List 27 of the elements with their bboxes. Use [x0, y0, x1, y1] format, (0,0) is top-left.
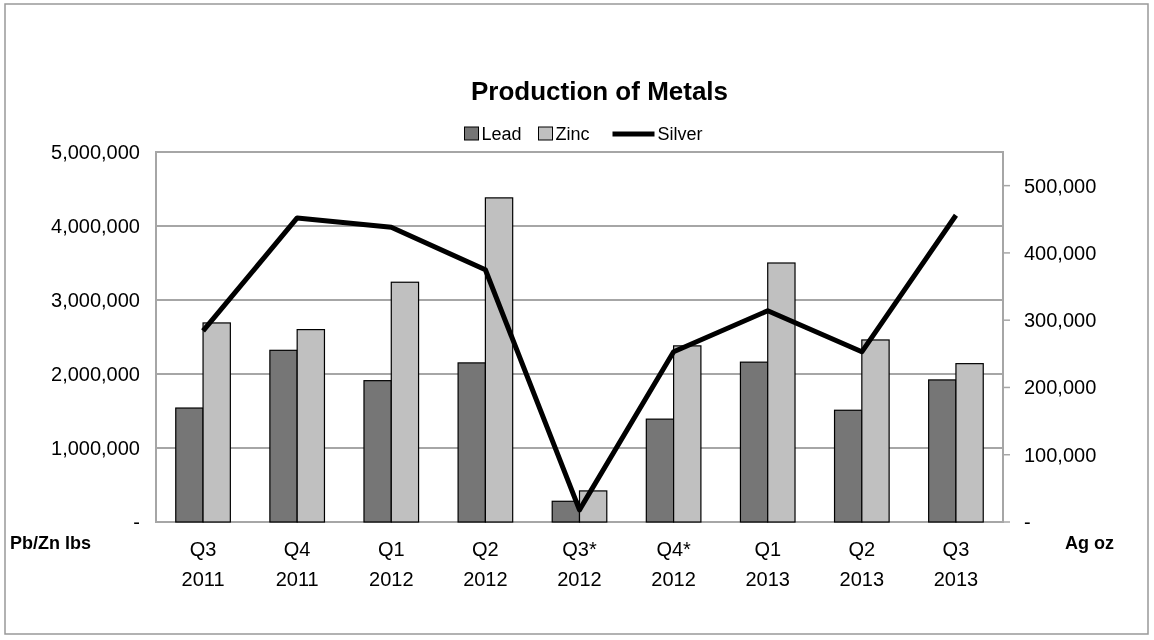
x-tick-label: Q3 2013 — [933, 538, 979, 590]
y-tick-label: - — [133, 511, 140, 533]
y2-axis-title: Ag oz — [1065, 533, 1114, 553]
x-tick-label: Q2 2013 — [839, 538, 885, 590]
x-tick-label: Q3* 2012 — [557, 538, 602, 590]
x-tick-label: Q1 2013 — [745, 538, 790, 590]
y2-tick-label: 300,000 — [1024, 309, 1097, 332]
chart-title: Production of Metals — [470, 76, 729, 106]
y2-tick-label: 100,000 — [1024, 443, 1097, 466]
y2-tick-label: 200,000 — [1024, 376, 1097, 399]
legend-label: Silver — [657, 124, 703, 144]
x-tick-label: Q2 2012 — [463, 538, 508, 590]
y2-tick-label: - — [1024, 511, 1031, 533]
y2-tick-label: 500,000 — [1024, 174, 1097, 197]
x-tick-label: Q1 2012 — [369, 538, 414, 590]
y2-tick-label: 400,000 — [1024, 241, 1097, 264]
y-tick-label: 2,000,000 — [51, 363, 140, 385]
y-tick-label: 3,000,000 — [51, 289, 140, 311]
y-axis-title: Pb/Zn lbs — [10, 533, 91, 553]
legend-label: Lead — [481, 124, 522, 144]
x-tick-label: Q4 2011 — [275, 538, 319, 590]
x-tick-label: Q3 2011 — [181, 538, 225, 590]
y-tick-label: 4,000,000 — [51, 215, 140, 237]
y-tick-label: 1,000,000 — [51, 437, 140, 459]
legend-label: Zinc — [555, 124, 590, 144]
y-tick-label: 5,000,000 — [51, 141, 140, 163]
x-tick-label: Q4* 2012 — [651, 538, 696, 590]
